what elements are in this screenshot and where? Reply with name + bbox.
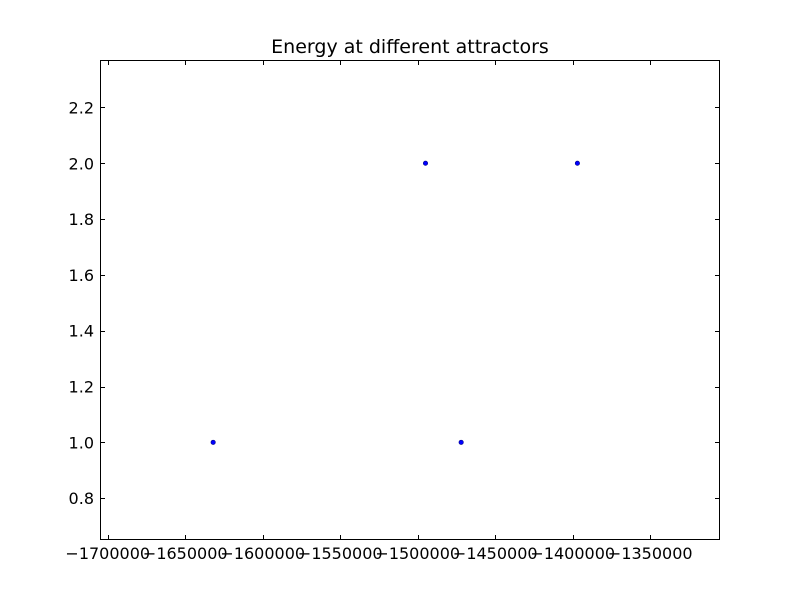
plot-frame xyxy=(100,60,720,540)
data-point xyxy=(458,439,464,445)
x-tick-label: −1600000 xyxy=(220,544,305,563)
y-tick-label: 1.2 xyxy=(69,378,94,397)
x-tick-label: −1450000 xyxy=(453,544,538,563)
axis-tick-labels: −1700000−1650000−1600000−1550000−1500000… xyxy=(65,98,692,563)
x-tick-label: −1500000 xyxy=(375,544,460,563)
y-tick-label: 1.0 xyxy=(69,433,94,452)
data-points xyxy=(210,160,580,445)
x-tick-label: −1400000 xyxy=(530,544,615,563)
y-tick-label: 0.8 xyxy=(69,489,94,508)
data-point xyxy=(210,439,216,445)
x-tick-label: −1550000 xyxy=(298,544,383,563)
chart-title: Energy at different attractors xyxy=(271,36,549,58)
y-tick-label: 1.6 xyxy=(69,266,94,285)
y-tick-label: 2.2 xyxy=(69,98,94,117)
x-tick-label: −1700000 xyxy=(65,544,150,563)
y-tick-label: 1.4 xyxy=(69,322,94,341)
x-tick-label: −1350000 xyxy=(608,544,693,563)
y-tick-label: 1.8 xyxy=(69,210,94,229)
data-point xyxy=(422,160,428,166)
x-tick-label: −1650000 xyxy=(143,544,228,563)
axis-ticks xyxy=(100,60,720,540)
data-point xyxy=(574,160,580,166)
y-tick-label: 2.0 xyxy=(69,154,94,173)
